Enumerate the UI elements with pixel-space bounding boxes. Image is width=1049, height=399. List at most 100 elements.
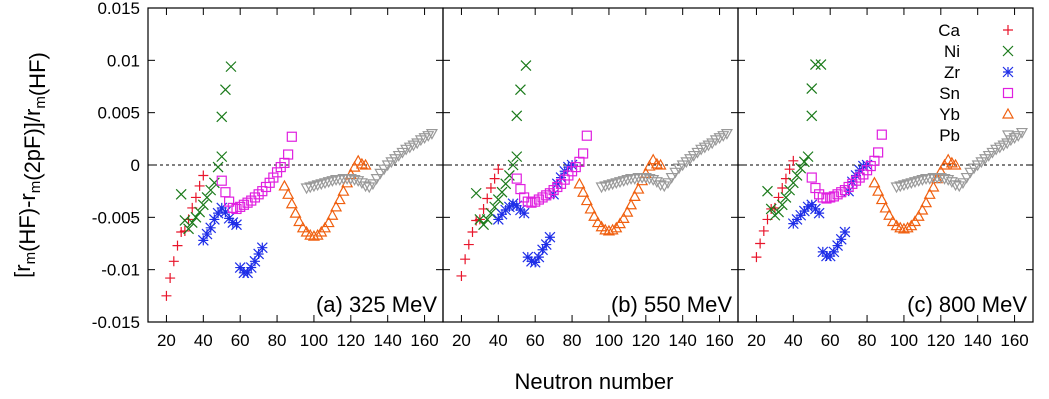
- x-tick-label: 100: [890, 331, 918, 350]
- data-point: [912, 210, 925, 221]
- data-point: [227, 202, 238, 214]
- data-point: [485, 183, 496, 194]
- data-point: [318, 221, 332, 233]
- data-point: [776, 199, 788, 211]
- data-point: [234, 262, 246, 273]
- data-point: [337, 184, 350, 196]
- data-point: [777, 183, 788, 194]
- data-point: [806, 110, 818, 122]
- data-point: [591, 216, 604, 228]
- data-point: [268, 172, 279, 183]
- data-point: [920, 196, 933, 208]
- data-point: [315, 179, 328, 191]
- data-point: [798, 156, 810, 168]
- data-point: [669, 167, 682, 179]
- data-point: [282, 188, 295, 199]
- data-point: [821, 193, 832, 204]
- data-point: [755, 238, 766, 249]
- legend-marker: [1001, 130, 1015, 142]
- data-point: [894, 181, 907, 193]
- data-point: [355, 157, 368, 169]
- data-point: [208, 214, 220, 225]
- data-point: [526, 197, 537, 208]
- data-point: [847, 178, 858, 189]
- data-point: [304, 182, 317, 194]
- data-point: [326, 176, 339, 187]
- y-tick-label: 0.005: [97, 104, 140, 123]
- data-point: [912, 176, 925, 187]
- data-point: [533, 251, 545, 263]
- x-tick-label: 60: [526, 331, 545, 350]
- x-tick-label: 160: [705, 331, 733, 350]
- x-tick-label: 80: [563, 331, 582, 350]
- data-point: [905, 178, 918, 190]
- data-point: [333, 193, 346, 205]
- data-point: [901, 179, 914, 191]
- x-tick-label: 140: [374, 331, 402, 350]
- data-point: [720, 129, 733, 140]
- data-point: [654, 158, 667, 170]
- data-point: [869, 155, 880, 166]
- data-point: [496, 186, 508, 198]
- data-point: [850, 170, 862, 181]
- data-point: [879, 201, 892, 213]
- data-point: [515, 84, 526, 96]
- data-point: [1002, 66, 1014, 78]
- x-tick-label: 20: [452, 331, 471, 350]
- x-tick-label: 20: [157, 331, 176, 350]
- data-point: [916, 175, 929, 186]
- data-point: [304, 228, 317, 240]
- data-point: [481, 214, 493, 225]
- data-point: [843, 181, 854, 193]
- data-point: [810, 59, 821, 70]
- data-point: [529, 256, 541, 268]
- data-point: [570, 161, 581, 173]
- data-point: [322, 216, 335, 228]
- data-point: [784, 184, 796, 196]
- y-tick-label: -0.01: [101, 261, 140, 280]
- data-point: [168, 256, 179, 267]
- data-point: [186, 217, 198, 228]
- data-point: [964, 167, 977, 179]
- data-point: [621, 175, 634, 186]
- data-point: [311, 228, 324, 240]
- data-point: [296, 221, 309, 233]
- x-tick-label: 40: [489, 331, 508, 350]
- y-tick-label: 0.01: [107, 51, 140, 70]
- panel-1: 20 40 60 80 100 120 140 160 (a) 325 MeV: [147, 7, 444, 350]
- data-point: [467, 226, 478, 237]
- data-point: [278, 179, 291, 191]
- data-point: [865, 160, 876, 172]
- data-point: [599, 223, 612, 235]
- x-axis-title: Neutron number: [515, 369, 674, 394]
- data-point: [216, 111, 228, 123]
- data-point: [886, 215, 899, 227]
- legend-label: Ni: [944, 42, 960, 61]
- data-point: [850, 175, 862, 186]
- data-point: [942, 175, 955, 186]
- data-point: [960, 172, 973, 184]
- data-point: [216, 175, 227, 186]
- panel-2: 20 40 60 80 100 120 140 160 (b) 550 MeV: [442, 7, 739, 350]
- data-point: [897, 180, 910, 192]
- data-point: [245, 262, 257, 273]
- series-pb: [595, 129, 733, 194]
- data-point: [322, 177, 335, 188]
- y-axis-title: [rm(HF)-rm(2pF)]/rm(HF): [10, 52, 50, 278]
- data-point: [511, 110, 523, 122]
- data-point: [456, 270, 467, 281]
- data-point: [1001, 107, 1015, 119]
- data-point: [836, 187, 847, 198]
- data-point: [602, 180, 615, 192]
- data-point: [190, 211, 202, 223]
- legend-label: Zr: [944, 63, 960, 82]
- data-point: [846, 176, 858, 188]
- data-point: [175, 188, 187, 200]
- data-point: [220, 206, 231, 218]
- data-point: [344, 174, 357, 185]
- legend-label: Sn: [939, 84, 960, 103]
- data-point: [765, 203, 777, 215]
- data-point: [520, 60, 532, 71]
- data-point: [868, 176, 881, 188]
- y-tick-label: 0.015: [97, 0, 140, 18]
